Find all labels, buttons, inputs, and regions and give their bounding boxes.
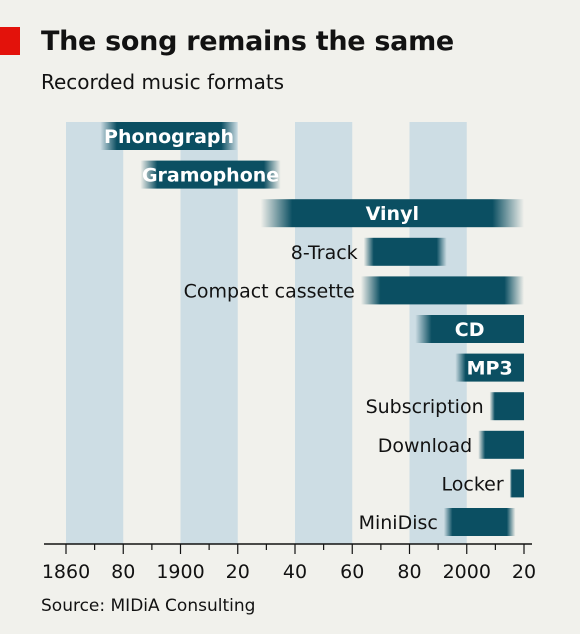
x-tick-label: 80 bbox=[111, 561, 135, 583]
chart-title: The song remains the same bbox=[41, 26, 454, 57]
bar-label: Locker bbox=[442, 473, 504, 495]
source-note: Source: MIDiA Consulting bbox=[41, 596, 256, 616]
x-tick-label: 20 bbox=[226, 561, 250, 583]
format-bars: Phonograph Gramophone Vinyl 8-Track Compact … bbox=[100, 122, 524, 536]
x-tick-label: 1900 bbox=[156, 561, 204, 583]
bar-label: 8-Track bbox=[291, 242, 358, 264]
bar-shape bbox=[489, 392, 524, 421]
brand-accent-tag bbox=[0, 27, 20, 55]
bar-shape bbox=[360, 276, 524, 305]
bar-label: CD bbox=[455, 319, 485, 341]
x-tick-label: 2000 bbox=[443, 561, 491, 583]
bar-shape bbox=[443, 508, 516, 536]
bar-label: Gramophone bbox=[142, 165, 279, 187]
bar-8-track: 8-Track bbox=[291, 237, 447, 266]
x-tick-label: 20 bbox=[512, 561, 536, 583]
bar-gramophone: Gramophone bbox=[140, 160, 281, 189]
bar-shape bbox=[140, 160, 281, 189]
x-tick-label: 80 bbox=[397, 561, 421, 583]
bar-shape bbox=[478, 430, 524, 459]
bar-shape bbox=[100, 122, 238, 150]
bar-shape bbox=[260, 199, 524, 228]
x-tick-label: 40 bbox=[283, 561, 307, 583]
bar-vinyl: Vinyl bbox=[260, 199, 524, 228]
x-tick-label: 1860 bbox=[42, 561, 90, 583]
bar-minidisc: MiniDisc bbox=[359, 508, 516, 536]
bar-label: Vinyl bbox=[366, 203, 419, 225]
bar-shape bbox=[415, 315, 524, 343]
bar-label: Phonograph bbox=[104, 126, 234, 148]
shaded-band bbox=[66, 122, 124, 544]
bar-label: MP3 bbox=[467, 358, 513, 380]
chart-area: Phonograph Gramophone Vinyl 8-Track Compact … bbox=[42, 122, 536, 583]
x-axis: 1860 80 1900 20 40 60 80 2000 20 bbox=[42, 543, 536, 583]
shaded-band bbox=[180, 122, 238, 544]
bar-label: Subscription bbox=[366, 396, 484, 418]
bar-cd: CD bbox=[415, 315, 524, 343]
bar-label: Download bbox=[378, 435, 472, 457]
bar-mp3: MP3 bbox=[455, 353, 524, 382]
bar-download: Download bbox=[378, 430, 524, 459]
x-tick-label: 60 bbox=[340, 561, 364, 583]
bar-shape bbox=[509, 469, 524, 498]
bar-label: MiniDisc bbox=[359, 512, 438, 534]
bar-compact-cassette: Compact cassette bbox=[184, 276, 524, 305]
shaded-band bbox=[295, 122, 353, 544]
bar-locker: Locker bbox=[442, 469, 524, 498]
bar-subscription: Subscription bbox=[366, 392, 524, 421]
bar-phonograph: Phonograph bbox=[100, 122, 238, 150]
chart-subtitle: Recorded music formats bbox=[41, 70, 285, 94]
bar-label: Compact cassette bbox=[184, 280, 355, 302]
bar-shape bbox=[363, 237, 447, 266]
bar-shape bbox=[455, 353, 524, 382]
